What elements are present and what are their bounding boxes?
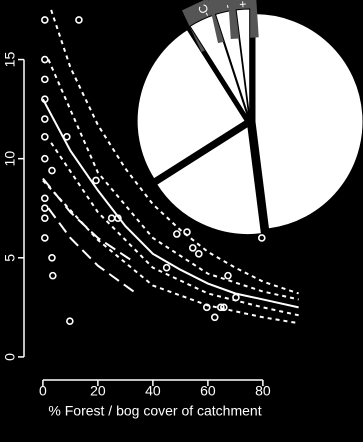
point [92, 176, 100, 185]
x-tick-label: 20 [90, 383, 106, 399]
point [195, 250, 203, 258]
point [41, 204, 49, 213]
x-tick-label: 80 [255, 383, 271, 399]
pie-slice [155, 125, 262, 235]
slice-label: - [220, 3, 235, 10]
point [162, 263, 171, 272]
fit-line [50, 142, 299, 317]
fit-line [42, 179, 299, 325]
fit-line [42, 98, 299, 309]
fit-line [42, 177, 135, 263]
y-tick-label: 15 [2, 52, 18, 68]
y-tick-label: 0 [2, 353, 18, 361]
fit-line [47, 207, 135, 293]
pie-slice [235, 8, 251, 118]
x-tick-label: 40 [145, 383, 161, 399]
point [41, 75, 49, 84]
y-tick-label: 10 [2, 151, 18, 167]
point [217, 303, 225, 312]
point [107, 214, 116, 222]
point [41, 95, 49, 103]
point [188, 244, 197, 252]
point [41, 194, 49, 203]
slice-label: + [236, 0, 250, 8]
fit-line [47, 59, 299, 301]
point [114, 214, 122, 222]
point [41, 115, 49, 123]
point [232, 293, 240, 302]
point [220, 303, 228, 312]
point [48, 253, 56, 262]
point [41, 16, 49, 24]
point [210, 313, 219, 322]
y-tick-label: 5 [2, 254, 18, 262]
point [63, 133, 71, 141]
pie-slice [136, 29, 246, 180]
point [257, 234, 266, 242]
x-tick-label: 0 [39, 383, 47, 399]
point [202, 303, 211, 312]
x-tick-label: 60 [200, 383, 216, 399]
point [41, 214, 49, 222]
x-axis-label: % Forest / bog cover of catchment [48, 403, 261, 419]
point [48, 271, 57, 280]
point [41, 154, 49, 163]
point [183, 228, 191, 236]
point [41, 55, 49, 64]
point [41, 133, 49, 141]
point [75, 16, 83, 24]
point [48, 166, 56, 175]
point [66, 317, 74, 326]
point [41, 234, 49, 242]
point [173, 230, 181, 238]
pie-slice [254, 13, 363, 230]
point [224, 271, 232, 280]
